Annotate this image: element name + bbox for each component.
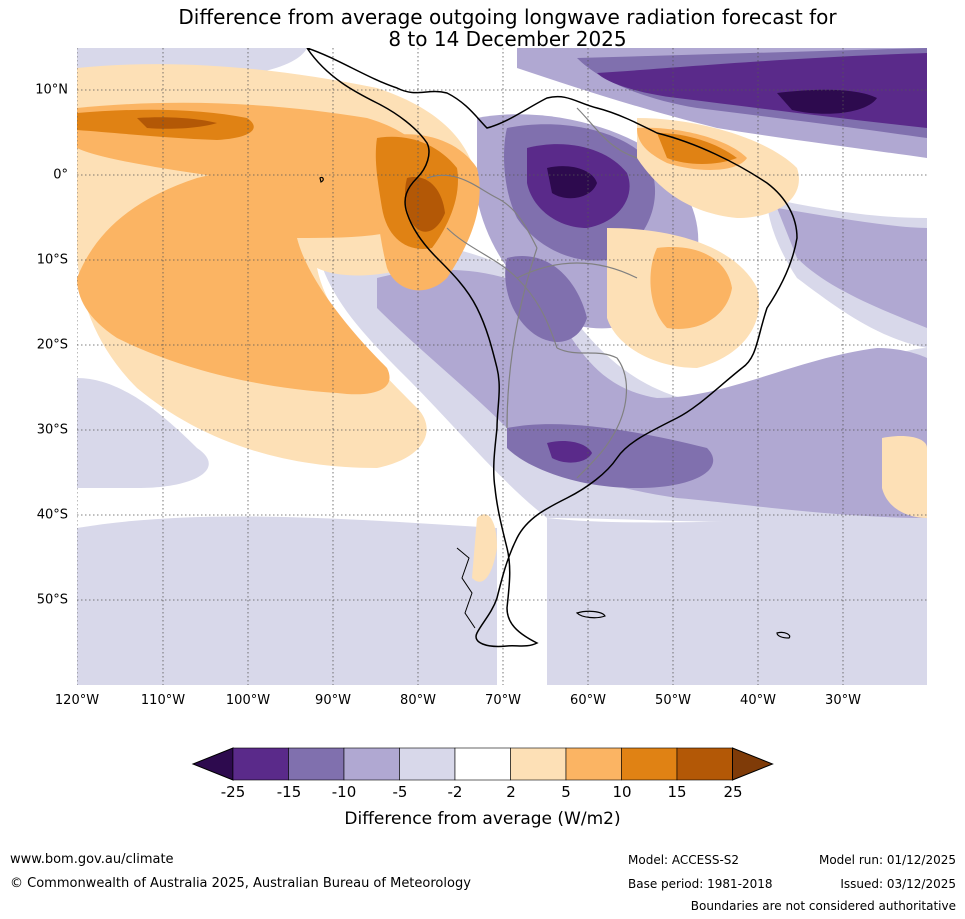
lat-label: 50°S — [36, 592, 68, 608]
anomaly-shade — [77, 378, 209, 488]
colorbar-tick-label: -25 — [220, 783, 246, 801]
olr-anomaly-map — [77, 48, 927, 685]
gridlines — [77, 48, 927, 685]
issued-date: Issued: 03/12/2025 — [840, 877, 956, 891]
anomaly-shade — [77, 154, 430, 395]
anomaly-shade — [777, 89, 877, 114]
anomaly-shade — [507, 424, 714, 488]
colorbar-arrow-high — [732, 747, 774, 781]
colorbar-tick-label: -5 — [392, 783, 408, 801]
anomaly-shade — [650, 247, 732, 329]
copyright-text: © Commonwealth of Australia 2025, Austra… — [10, 876, 471, 891]
lon-label: 70°W — [485, 693, 521, 708]
colorbar-segment — [232, 747, 289, 781]
colorbar-tick-label: -10 — [331, 783, 357, 801]
anomaly-shade — [547, 166, 597, 199]
lon-label: 90°W — [315, 693, 351, 708]
lon-label: 40°W — [740, 693, 776, 708]
lat-label: 10°N — [35, 82, 68, 98]
lat-label: 0° — [53, 167, 68, 183]
lat-label: 20°S — [36, 337, 68, 353]
anomaly-shade — [77, 516, 497, 685]
colorbar-tick-label: 10 — [612, 783, 632, 801]
colorbar-segment — [343, 747, 400, 781]
anomaly-shade — [882, 436, 927, 518]
colorbar-segment — [454, 747, 511, 781]
anomaly-shade — [547, 518, 927, 685]
lat-label: 40°S — [36, 507, 68, 523]
colorbar-arrow-low — [191, 747, 234, 781]
anomaly-shade — [404, 177, 445, 232]
colorbar-segment — [288, 747, 345, 781]
country-boundaries — [426, 107, 638, 479]
coastline — [319, 176, 324, 183]
lat-label: 10°S — [36, 252, 68, 268]
lon-label: 60°W — [570, 693, 606, 708]
website-link[interactable]: www.bom.gov.au/climate — [10, 852, 174, 867]
base-period: Base period: 1981-2018 — [628, 877, 773, 891]
anomaly-shade — [377, 269, 927, 518]
colorbar-tick-label: 25 — [723, 783, 743, 801]
colorbar-tick-label: 15 — [667, 783, 687, 801]
lon-label: 30°W — [825, 693, 861, 708]
colorbar-segment — [510, 747, 567, 781]
lon-label: 120°W — [54, 693, 100, 708]
anomaly-shade — [777, 208, 927, 328]
coastline — [776, 631, 791, 639]
colorbar-segment — [399, 747, 456, 781]
coastline — [575, 610, 606, 619]
colorbar-segment — [565, 747, 622, 781]
anomaly-shade — [657, 133, 737, 164]
title-line-2: 8 to 14 December 2025 — [388, 27, 627, 51]
colorbar-title: Difference from average (W/m2) — [344, 809, 621, 829]
anomaly-shade — [472, 514, 497, 582]
colorbar-segment — [676, 747, 733, 781]
anomaly-shade — [547, 441, 592, 463]
lat-label: 30°S — [36, 422, 68, 438]
colorbar-tick-label: -15 — [276, 783, 302, 801]
model-name: Model: ACCESS-S2 — [628, 853, 740, 867]
colorbar-segment — [621, 747, 678, 781]
colorbar-tick-label: 5 — [561, 783, 571, 801]
anomaly-shade — [505, 256, 587, 342]
coastline — [456, 547, 476, 629]
anomaly-shade — [137, 117, 217, 129]
colorbar — [191, 747, 774, 781]
lon-label: 80°W — [400, 693, 436, 708]
model-run: Model run: 01/12/2025 — [818, 853, 956, 867]
lon-label: 100°W — [225, 693, 271, 708]
map-title: Difference from average outgoing longwav… — [0, 6, 965, 50]
colorbar-tick-label: 2 — [506, 783, 516, 801]
lon-label: 50°W — [655, 693, 691, 708]
colorbar-tick-label: -2 — [447, 783, 463, 801]
boundaries-disclaimer: Boundaries are not considered authoritat… — [690, 899, 956, 913]
title-line-1: Difference from average outgoing longwav… — [178, 5, 837, 29]
lon-label: 110°W — [140, 693, 186, 708]
coastline — [306, 48, 798, 648]
